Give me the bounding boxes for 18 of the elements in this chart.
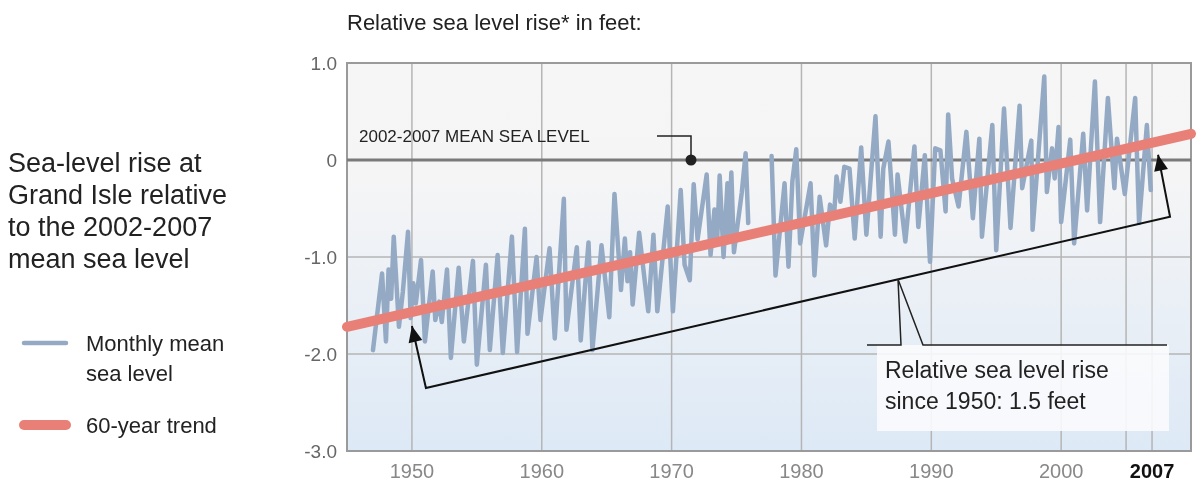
legend-label: Monthly mean sea level [86, 331, 225, 386]
y-axis-title: Relative sea level rise* in feet: [347, 10, 642, 35]
ref-line-label: 2002-2007 MEAN SEA LEVEL [359, 127, 590, 146]
annotation: Relative sea level rise since 1950: 1.5 feet [885, 357, 1109, 414]
x-tick-label: 1960 [519, 460, 565, 482]
x-tick-label: 1950 [389, 460, 435, 482]
y-tick-label: 1.0 [310, 53, 337, 74]
y-tick-label: -2.0 [304, 344, 337, 365]
y-tick-label: -1.0 [304, 247, 337, 268]
y-tick-label: 0 [326, 150, 337, 171]
x-tick-label: 1990 [909, 460, 954, 482]
text: Sea-level rise at Grand Isle relative to the 2002-2007 mean sea level [8, 148, 228, 274]
x-tick-label: 1970 [649, 460, 694, 482]
x-tick-label: 2000 [1038, 460, 1084, 482]
x-tick-label: 1980 [779, 460, 824, 482]
x-tick-label: 2007 [1129, 460, 1175, 482]
legend-label: 60-year trend [86, 413, 217, 438]
y-tick-label: -3.0 [304, 441, 337, 462]
